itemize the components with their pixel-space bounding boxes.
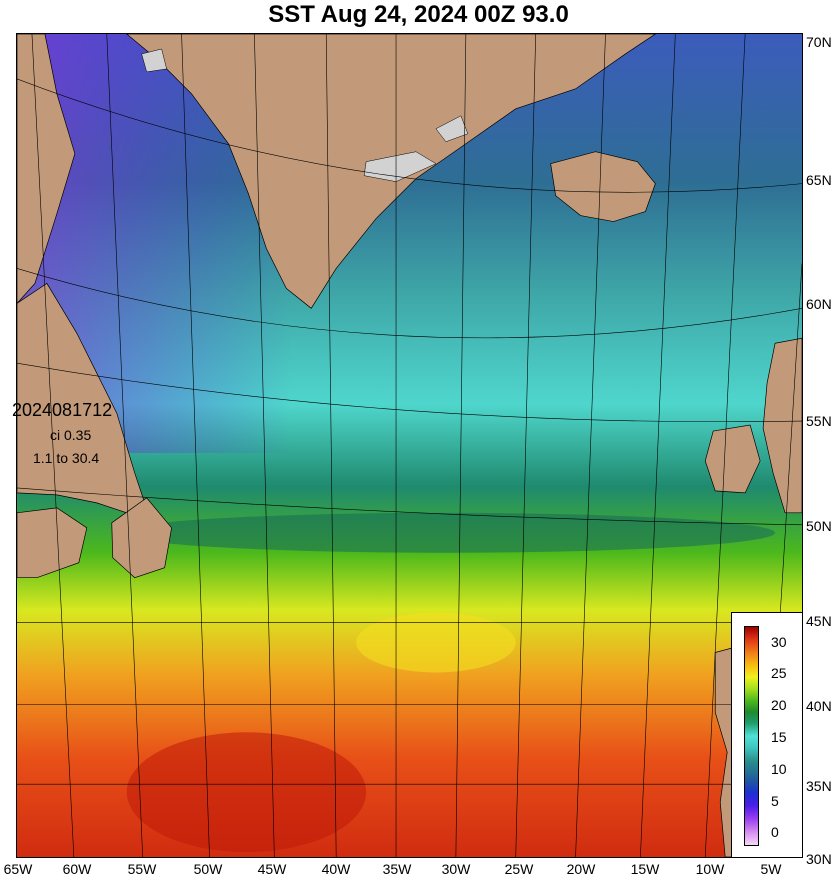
lon-label: 40W [321,861,351,877]
lat-label: 70N [806,34,832,50]
warm-eddy [126,732,367,853]
meridian-10w [704,34,746,857]
colorbar-tick: 25 [771,665,787,681]
colorbar-tick: 0 [771,824,779,840]
colorbar-tick: 20 [771,697,787,713]
meridian-30w [455,34,467,857]
lat-label: 30N [806,851,832,867]
meridian-20w [575,34,606,857]
lat-label: 35N [806,778,832,794]
meridian-25w [515,34,536,857]
sea-ice [141,48,469,182]
map-title: SST Aug 24, 2024 00Z 93.0 [268,1,569,28]
lat-label: 40N [806,698,832,714]
parallel-55n [17,362,802,423]
parallel-50n [17,487,802,526]
lat-label: 60N [806,296,832,312]
labrador [17,282,146,514]
graticule [17,34,802,857]
ireland [704,424,761,494]
meridian-60w [31,34,75,857]
contour-interval: ci 0.35 [50,427,92,443]
lon-label: 5W [760,861,782,877]
value-range: 1.1 to 30.4 [33,450,100,466]
nova-scotia [17,507,88,579]
lat-label: 65N [806,172,832,188]
lon-label: 65W [3,861,33,877]
sst-map [16,33,803,858]
baffin-island [17,34,76,304]
run-timestamp: 2024081712 [12,400,113,420]
colorbar-tick: 5 [771,793,779,809]
colorbar-tick: 15 [771,729,787,745]
meridian-15w [640,34,676,857]
lon-label: 15W [630,861,660,877]
lon-label: 60W [62,861,92,877]
meridian-50w [181,34,210,857]
colorbar-tick: 30 [771,634,787,650]
cold-front [116,512,776,553]
iceland [550,151,656,222]
colorbar-tick: 10 [771,761,787,777]
meridian-40w [325,34,337,857]
lon-label: 25W [504,861,534,877]
meridian-45w [254,34,275,857]
lon-label: 20W [566,861,596,877]
parallel-60n [17,268,802,339]
lon-label: 30W [441,861,471,877]
meridian-55w [106,34,143,857]
lon-label: 45W [257,861,287,877]
colorbar [744,626,759,846]
newfoundland [111,497,172,579]
colorbar-panel [731,612,803,858]
great-britain [762,337,802,514]
lat-label: 55N [806,413,832,429]
lon-label: 55W [127,861,157,877]
warm-eddy [356,612,516,673]
lon-label: 35W [382,861,412,877]
lon-label: 10W [695,861,725,877]
lon-label: 50W [193,861,223,877]
parallel-65n [17,78,802,193]
lat-label: 50N [806,518,832,534]
lat-label: 45N [806,613,832,629]
